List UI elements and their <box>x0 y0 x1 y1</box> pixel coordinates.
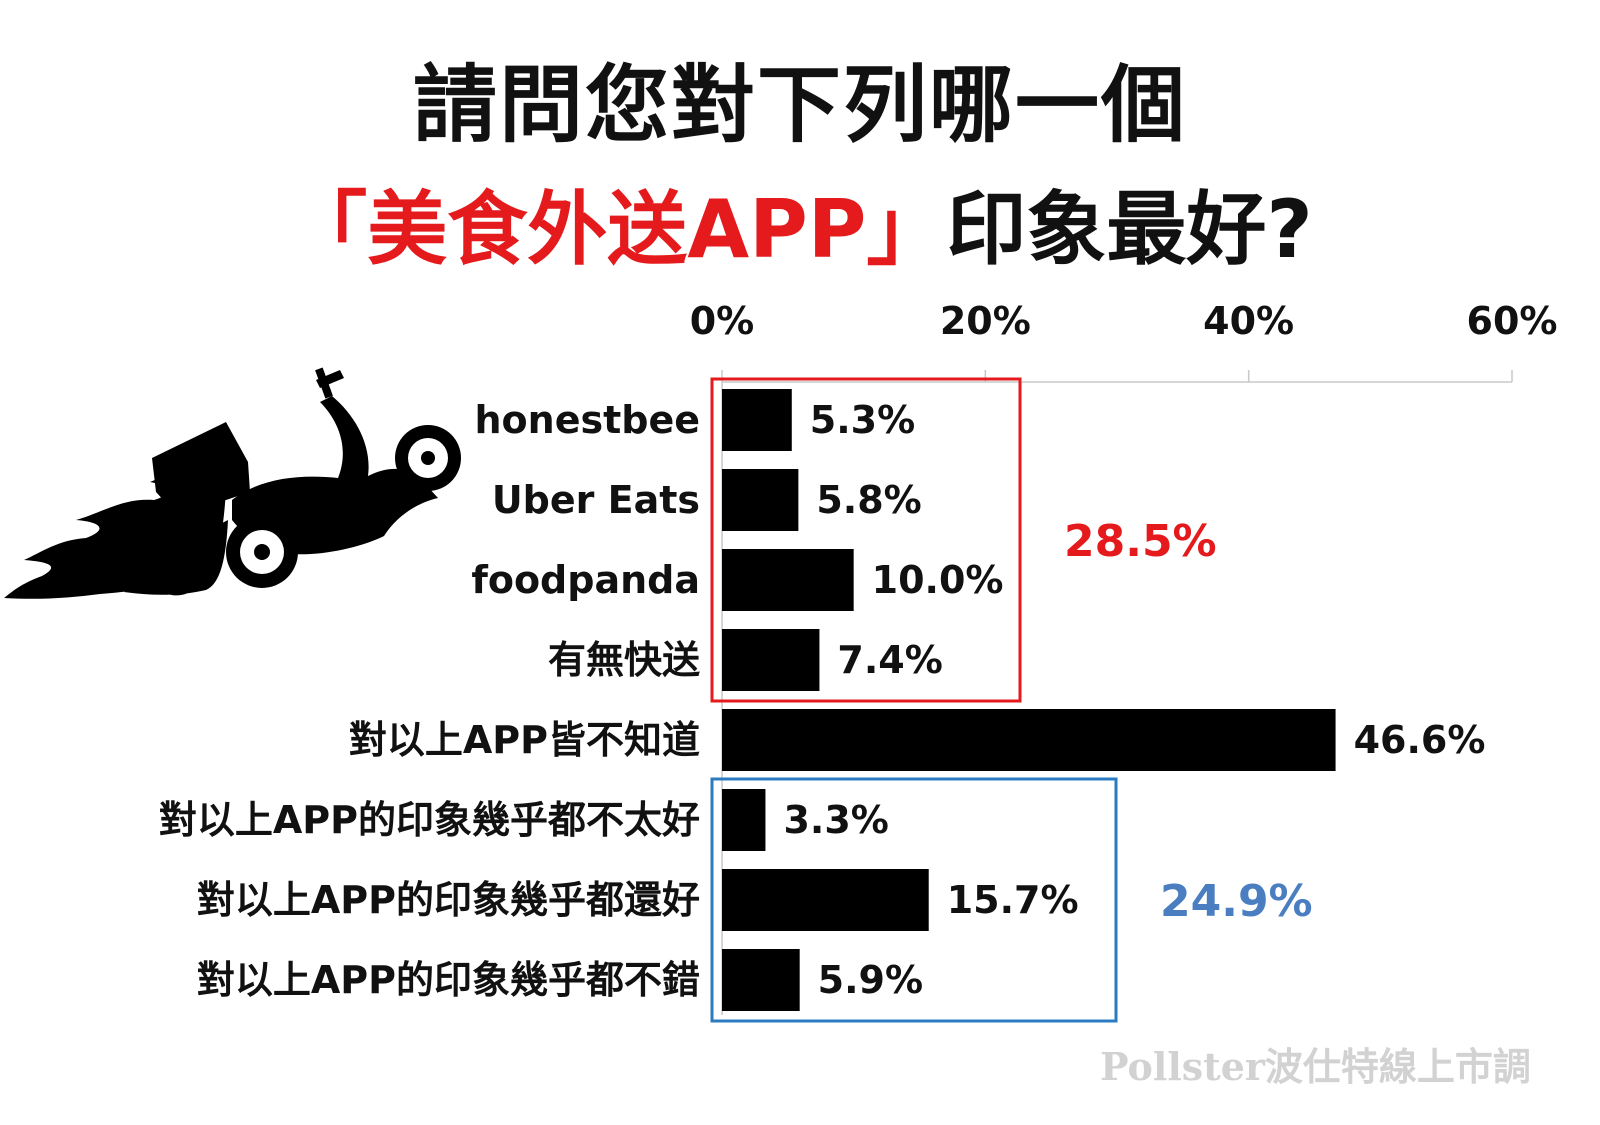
group-box <box>710 377 1022 703</box>
bar <box>722 629 820 691</box>
bar <box>722 549 854 611</box>
title-open-bracket: 「 <box>287 183 368 276</box>
data-label: 46.6% <box>1354 718 1486 762</box>
x-tick-label: 40% <box>1203 299 1294 343</box>
category-label: honestbee <box>474 398 700 442</box>
bar <box>722 789 766 851</box>
group-boxes: 28.5% 24.9% <box>710 377 1313 1023</box>
data-label: 5.8% <box>816 478 921 522</box>
bar <box>722 469 799 531</box>
value-labels: 5.3% 5.8% 10.0% 7.4% 46.6% 3.3% 15.7% 5.9% <box>783 398 1485 1002</box>
group-total-label: 28.5% <box>1064 516 1217 567</box>
group-box <box>710 777 1118 1023</box>
x-axis-tick-labels: 0% 20% 40% 60% <box>690 299 1558 343</box>
bar <box>722 389 792 451</box>
watermark: Pollster波仕特線上市調 <box>1100 1044 1531 1089</box>
bar <box>722 949 800 1011</box>
chart-title-line1: 請問您對下列哪一個 <box>412 56 1187 154</box>
bars <box>722 389 1336 1011</box>
bar <box>722 709 1336 771</box>
title-rest: 印象最好? <box>946 183 1313 276</box>
x-tick-label: 0% <box>690 299 755 343</box>
category-label: 對以上APP皆不知道 <box>349 718 700 762</box>
category-label: 對以上APP的印象幾乎都不錯 <box>197 958 700 1002</box>
category-label: foodpanda <box>471 558 700 602</box>
chart-title-line2: 「美食外送APP」印象最好? <box>0 165 1600 281</box>
x-tick-label: 60% <box>1467 299 1558 343</box>
data-label: 7.4% <box>837 638 942 682</box>
delivery-scooter-icon <box>4 367 461 599</box>
data-label: 5.3% <box>810 398 915 442</box>
group-total-label: 24.9% <box>1160 876 1313 927</box>
data-label: 15.7% <box>947 878 1079 922</box>
data-label: 3.3% <box>783 798 888 842</box>
category-label: 有無快送 <box>548 638 700 682</box>
x-tick-label: 20% <box>940 299 1031 343</box>
category-label: 對以上APP的印象幾乎都不太好 <box>159 798 700 842</box>
category-label: Uber Eats <box>492 478 700 522</box>
category-labels: honestbee Uber Eats foodpanda 有無快送對以上APP皆不知… <box>159 398 700 1002</box>
bar <box>722 869 929 931</box>
title-highlight: 美食外送APP <box>367 183 867 276</box>
title-close-bracket: 」 <box>866 183 947 276</box>
data-label: 5.9% <box>818 958 923 1002</box>
data-label: 10.0% <box>872 558 1004 602</box>
category-label: 對以上APP的印象幾乎都還好 <box>197 878 700 922</box>
